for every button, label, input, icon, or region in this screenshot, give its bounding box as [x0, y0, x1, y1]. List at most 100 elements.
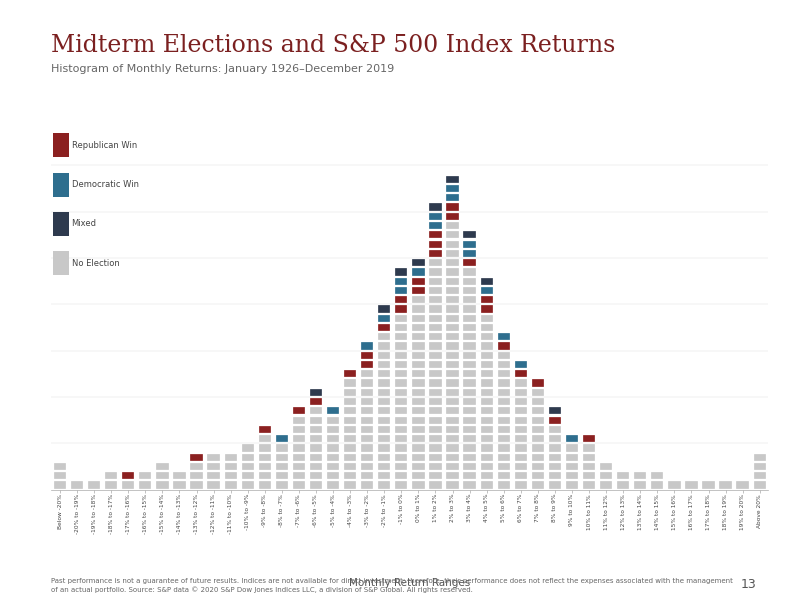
Bar — [395, 407, 407, 414]
Bar — [361, 472, 373, 479]
Bar — [361, 463, 373, 470]
Bar — [344, 482, 356, 488]
Bar — [463, 231, 476, 239]
Bar — [395, 435, 407, 442]
Bar — [429, 259, 442, 266]
Bar — [395, 398, 407, 405]
Bar — [395, 453, 407, 461]
Bar — [463, 315, 476, 322]
Bar — [447, 453, 459, 461]
Bar — [583, 463, 596, 470]
Bar — [310, 426, 322, 433]
Bar — [429, 361, 442, 368]
Bar — [378, 343, 390, 349]
Bar — [463, 343, 476, 349]
Bar — [447, 203, 459, 211]
Bar — [378, 417, 390, 424]
X-axis label: Monthly Return Ranges: Monthly Return Ranges — [349, 578, 470, 589]
Bar — [481, 463, 493, 470]
Bar — [327, 417, 339, 424]
Bar — [344, 444, 356, 452]
Bar — [395, 444, 407, 452]
Bar — [481, 472, 493, 479]
Bar — [463, 417, 476, 424]
Bar — [276, 472, 288, 479]
Bar — [429, 379, 442, 387]
Bar — [156, 463, 169, 470]
Bar — [429, 203, 442, 211]
Bar — [327, 472, 339, 479]
Bar — [378, 398, 390, 405]
Bar — [447, 444, 459, 452]
Bar — [378, 361, 390, 368]
Bar — [531, 407, 544, 414]
Bar — [463, 435, 476, 442]
Bar — [378, 407, 390, 414]
Bar — [310, 417, 322, 424]
Bar — [549, 444, 561, 452]
Bar — [583, 444, 596, 452]
Bar — [190, 472, 203, 479]
Text: Midterm Elections and S&P 500 Index Returns: Midterm Elections and S&P 500 Index Retu… — [51, 34, 616, 57]
Bar — [531, 444, 544, 452]
Bar — [531, 379, 544, 387]
Bar — [395, 287, 407, 294]
Text: Histogram of Monthly Returns: January 1926–December 2019: Histogram of Monthly Returns: January 19… — [51, 64, 394, 74]
Bar — [463, 482, 476, 488]
Bar — [395, 305, 407, 313]
Bar — [429, 482, 442, 488]
Bar — [429, 278, 442, 285]
Bar — [634, 482, 646, 488]
Bar — [53, 252, 69, 275]
Text: Democratic Win: Democratic Win — [71, 180, 139, 189]
Bar — [429, 463, 442, 470]
Bar — [531, 398, 544, 405]
Bar — [515, 417, 527, 424]
Bar — [378, 482, 390, 488]
Bar — [515, 361, 527, 368]
Bar — [481, 444, 493, 452]
Bar — [481, 278, 493, 285]
Bar — [497, 333, 510, 340]
Text: Mixed: Mixed — [71, 220, 97, 228]
Bar — [447, 222, 459, 230]
Bar — [463, 370, 476, 378]
Bar — [413, 463, 425, 470]
Bar — [378, 370, 390, 378]
Bar — [447, 435, 459, 442]
Bar — [259, 472, 271, 479]
Bar — [224, 463, 237, 470]
Bar — [53, 133, 69, 157]
Bar — [344, 379, 356, 387]
Bar — [413, 315, 425, 322]
Bar — [395, 472, 407, 479]
Bar — [481, 333, 493, 340]
Bar — [447, 463, 459, 470]
Bar — [447, 370, 459, 378]
Bar — [481, 435, 493, 442]
Bar — [481, 389, 493, 396]
Bar — [413, 324, 425, 331]
Bar — [447, 185, 459, 192]
Bar — [156, 482, 169, 488]
Bar — [583, 435, 596, 442]
Bar — [310, 453, 322, 461]
Bar — [378, 315, 390, 322]
Bar — [497, 472, 510, 479]
Bar — [53, 173, 69, 196]
Bar — [481, 352, 493, 359]
Bar — [447, 296, 459, 304]
Bar — [531, 389, 544, 396]
Bar — [429, 333, 442, 340]
Bar — [515, 435, 527, 442]
Bar — [395, 370, 407, 378]
Bar — [463, 324, 476, 331]
Bar — [651, 482, 664, 488]
Bar — [242, 482, 254, 488]
Bar — [293, 426, 305, 433]
Bar — [447, 176, 459, 183]
Bar — [429, 407, 442, 414]
Bar — [310, 407, 322, 414]
Bar — [413, 287, 425, 294]
Bar — [310, 463, 322, 470]
